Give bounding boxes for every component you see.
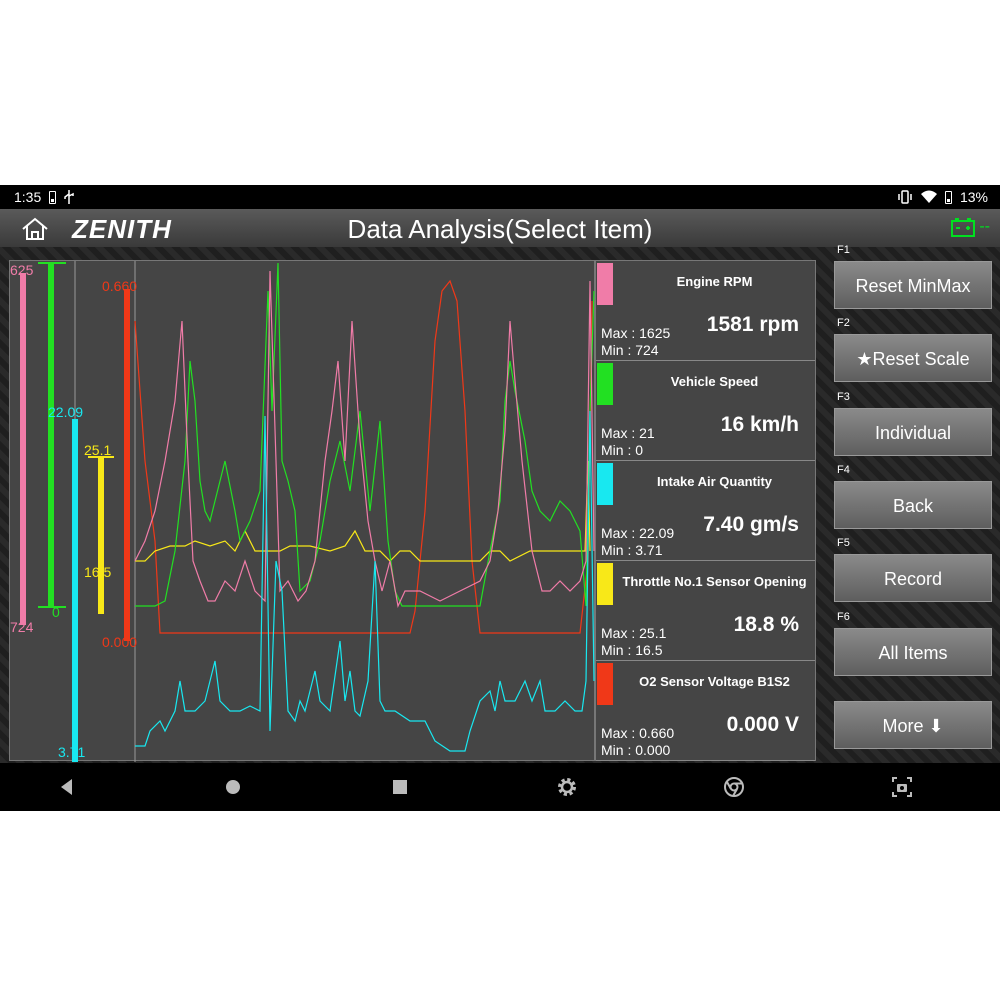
trace-throttle (135, 460, 591, 562)
scale-bar-vehicle-speed (48, 263, 54, 607)
item-name: Engine RPM (676, 274, 753, 289)
zenith-logo: ZENITH (72, 214, 172, 244)
settings-icon[interactable] (555, 775, 579, 799)
scale-min-throttle: 16.5 (84, 564, 111, 580)
function-key-label: Back (892, 495, 934, 516)
item-row[interactable]: O2 Sensor Voltage B1S2 0.000 V Max : 0.660… (596, 661, 815, 761)
function-key-button[interactable]: F2 ★Reset Scale (834, 317, 992, 383)
item-row[interactable]: Engine RPM 1581 rpm Max : 1625 Min : 724 (596, 261, 815, 361)
scale-min-o2-sensor: 0.000 (102, 634, 137, 650)
item-max: Max : 1625 (601, 325, 671, 341)
scale-bar-throttle (98, 457, 104, 614)
wifi-icon (920, 190, 937, 203)
item-row[interactable]: Vehicle Speed 16 km/h Max : 21 Min : 0 (596, 361, 815, 461)
item-min: Min : 3.71 (601, 542, 663, 558)
scale-max-throttle: 25.1 (84, 442, 111, 458)
function-key-number: F5 (837, 537, 850, 550)
usb-icon (64, 190, 74, 204)
item-name: Intake Air Quantity (656, 474, 773, 489)
function-key-label: Individual (874, 422, 952, 443)
android-nav-bar (0, 763, 1000, 811)
item-row[interactable]: Intake Air Quantity 7.40 gm/s Max : 22.09 M… (596, 461, 815, 561)
battery-icon (944, 190, 952, 204)
chrome-icon[interactable] (722, 775, 746, 799)
scale-min-engine-rpm: 724 (10, 619, 34, 635)
home-button-icon[interactable] (20, 216, 50, 242)
app-bar: ZENITH Data Analysis(Select Item) -- (0, 209, 1000, 247)
status-time: 1:35 (14, 189, 42, 205)
item-value: 16 km/h (720, 413, 799, 436)
device-screen: 1:35 13% ZENITH Data Analysis(Select Ite… (0, 185, 1000, 811)
vehicle-battery-icon (951, 218, 976, 237)
item-color-swatch (597, 463, 613, 505)
item-value: 18.8 % (733, 613, 799, 636)
function-key-button[interactable]: F4 Back (834, 464, 992, 529)
work-area: 625 724 0 22.09 3.71 25.1 16.5 0.660 0.0… (0, 244, 1000, 763)
item-min: Min : 724 (601, 342, 659, 358)
item-color-swatch (597, 263, 613, 305)
screenshot-icon[interactable] (890, 775, 914, 799)
graph-canvas: 625 724 0 22.09 3.71 25.1 16.5 0.660 0.0… (10, 261, 595, 762)
scale-min-vehicle-speed: 0 (52, 604, 60, 620)
item-min: Min : 0.000 (601, 742, 671, 758)
item-max: Max : 0.660 (601, 725, 675, 741)
scale-min-intake-air: 3.71 (58, 744, 85, 760)
trace-o2-sensor (134, 279, 593, 634)
function-key-number: F3 (837, 390, 850, 403)
item-name: Throttle No.1 Sensor Opening (622, 574, 807, 589)
function-key-label: Record (883, 569, 943, 590)
item-value: 7.40 gm/s (703, 513, 799, 536)
page-title: Data Analysis(Select Item) (347, 214, 653, 244)
scale-bar-o2-sensor (124, 289, 130, 641)
trace-intake-air (135, 410, 595, 752)
item-color-swatch (597, 363, 613, 405)
function-key-label: More ⬇ (882, 715, 944, 736)
item-color-swatch (597, 663, 613, 705)
function-key-number: F2 (837, 317, 850, 330)
recents-icon[interactable] (388, 775, 412, 799)
function-key-button[interactable]: F1 Reset MinMax (834, 244, 992, 309)
item-color-swatch (597, 563, 613, 605)
battery-saver-icon (49, 190, 57, 204)
trace-engine-rpm (134, 270, 595, 608)
data-graph[interactable]: 625 724 0 22.09 3.71 25.1 16.5 0.660 0.0… (9, 260, 595, 762)
connection-status: -- (951, 217, 990, 237)
scale-max-intake-air: 22.09 (48, 404, 83, 420)
vibrate-icon (898, 190, 912, 204)
function-key-number: F4 (837, 463, 850, 476)
item-max: Max : 21 (601, 425, 655, 441)
item-name: Vehicle Speed (670, 374, 759, 389)
home-icon[interactable] (221, 775, 245, 799)
function-key-button[interactable]: F6 All Items (834, 611, 992, 676)
trace-vehicle-speed (135, 262, 595, 607)
function-key-number: F1 (837, 244, 850, 256)
function-key-button[interactable]: More ⬇ (834, 700, 992, 749)
function-key-label: All Items (878, 642, 948, 663)
item-value: 1581 rpm (706, 313, 799, 336)
item-name: O2 Sensor Voltage B1S2 (639, 674, 790, 689)
item-list: Engine RPM 1581 rpm Max : 1625 Min : 724 Veh… (595, 260, 816, 761)
item-min: Min : 16.5 (601, 642, 663, 658)
connection-text: -- (979, 218, 990, 235)
item-value: 0.000 V (726, 713, 799, 736)
function-key-button[interactable]: F3 Individual (834, 391, 992, 456)
back-icon[interactable] (55, 775, 79, 799)
scale-bar-engine-rpm (20, 273, 26, 625)
scale-max-o2-sensor: 0.660 (102, 278, 137, 294)
item-max: Max : 25.1 (601, 625, 667, 641)
item-row[interactable]: Throttle No.1 Sensor Opening 18.8 % Max : … (596, 561, 815, 661)
status-bar: 1:35 13% (0, 185, 1000, 209)
function-key-panel: F1 Reset MinMax F2 ★Reset Scale F3 Individual… (826, 244, 1000, 763)
scale-bar-intake-air (72, 419, 78, 762)
function-key-label: Reset MinMax (855, 276, 971, 296)
function-key-number: F6 (837, 610, 850, 623)
item-max: Max : 22.09 (601, 525, 675, 541)
battery-percent: 13% (959, 189, 988, 205)
function-key-label: ★Reset Scale (856, 349, 970, 370)
function-key-button[interactable]: F5 Record (834, 537, 992, 603)
item-min: Min : 0 (601, 442, 644, 458)
scale-max-engine-rpm: 625 (10, 262, 34, 278)
